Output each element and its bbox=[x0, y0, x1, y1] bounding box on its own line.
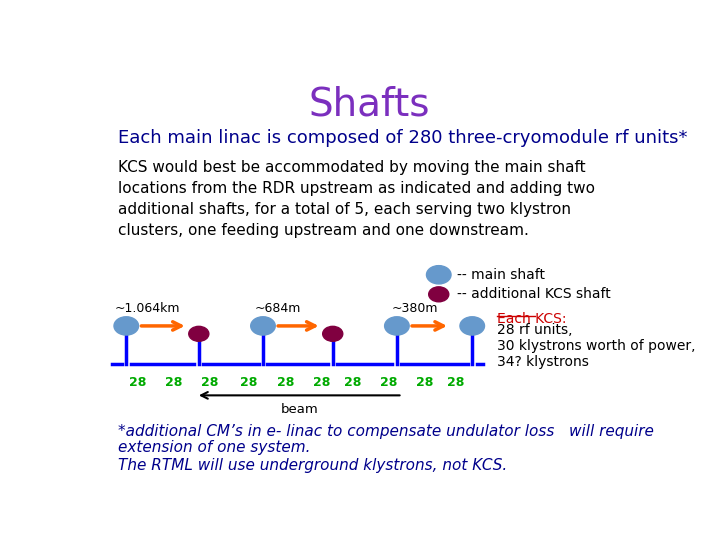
Text: extension of one system.: extension of one system. bbox=[118, 440, 310, 455]
Text: 28: 28 bbox=[165, 376, 182, 389]
Text: ~380m: ~380m bbox=[392, 302, 438, 315]
Text: -- main shaft: -- main shaft bbox=[457, 268, 545, 282]
Circle shape bbox=[114, 317, 138, 335]
Text: ~1.064km: ~1.064km bbox=[115, 302, 181, 315]
Circle shape bbox=[426, 266, 451, 284]
Circle shape bbox=[323, 326, 343, 341]
Text: ~684m: ~684m bbox=[255, 302, 301, 315]
Text: 28: 28 bbox=[313, 376, 330, 389]
Text: 30 klystrons worth of power,: 30 klystrons worth of power, bbox=[498, 339, 696, 353]
Text: 28: 28 bbox=[129, 376, 146, 389]
Text: 28: 28 bbox=[416, 376, 433, 389]
Text: The RTML will use underground klystrons, not KCS.: The RTML will use underground klystrons,… bbox=[118, 458, 507, 472]
Text: -- additional KCS shaft: -- additional KCS shaft bbox=[457, 287, 611, 301]
Text: 28: 28 bbox=[202, 376, 219, 389]
Circle shape bbox=[251, 317, 275, 335]
Text: 28: 28 bbox=[343, 376, 361, 389]
Circle shape bbox=[428, 287, 449, 302]
Text: Each KCS:: Each KCS: bbox=[498, 312, 567, 326]
Text: 28: 28 bbox=[447, 376, 464, 389]
Text: 28: 28 bbox=[240, 376, 258, 389]
Circle shape bbox=[189, 326, 209, 341]
Text: beam: beam bbox=[280, 403, 318, 416]
Text: Shafts: Shafts bbox=[308, 85, 430, 124]
Circle shape bbox=[384, 317, 409, 335]
Text: Each main linac is composed of 280 three-cryomodule rf units*: Each main linac is composed of 280 three… bbox=[118, 129, 688, 147]
Text: 28: 28 bbox=[276, 376, 294, 389]
Circle shape bbox=[460, 317, 485, 335]
Text: 28: 28 bbox=[380, 376, 397, 389]
Text: KCS would best be accommodated by moving the main shaft
locations from the RDR u: KCS would best be accommodated by moving… bbox=[118, 160, 595, 239]
Text: 34? klystrons: 34? klystrons bbox=[498, 355, 589, 369]
Text: *additional CM’s in e- linac to compensate undulator loss   will require: *additional CM’s in e- linac to compensa… bbox=[118, 424, 654, 440]
Text: 28 rf units,: 28 rf units, bbox=[498, 323, 573, 338]
